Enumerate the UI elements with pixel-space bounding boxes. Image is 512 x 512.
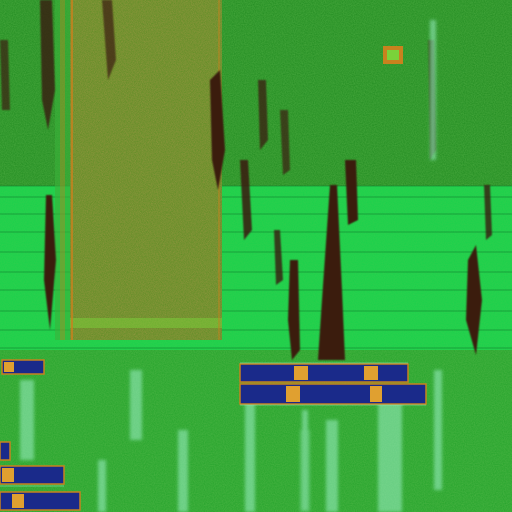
small-square bbox=[383, 46, 403, 64]
mottled-block bbox=[55, 0, 222, 340]
light-streaks bbox=[20, 20, 442, 512]
dark-streaks bbox=[0, 0, 492, 360]
bar-highlights bbox=[2, 362, 382, 508]
bar-lines bbox=[0, 362, 426, 487]
